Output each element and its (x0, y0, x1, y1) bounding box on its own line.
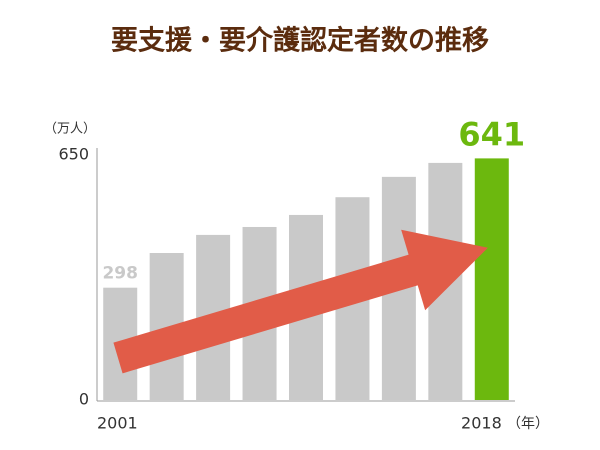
y-tick-label: 650 (58, 145, 89, 164)
x-tick-label: 2001 (97, 414, 138, 433)
value-label: 298 (102, 264, 138, 284)
value-label: 641 (458, 115, 525, 153)
chart-title: 要支援・要介護認定者数の推移 (111, 25, 489, 57)
y-unit-label: （万人） (44, 122, 96, 137)
trend-arrow (113, 229, 488, 374)
bar (474, 158, 509, 400)
x-unit-label: （年） (507, 416, 549, 432)
x-tick-label: 2018 (461, 414, 502, 433)
y-tick-label: 0 (79, 390, 89, 409)
